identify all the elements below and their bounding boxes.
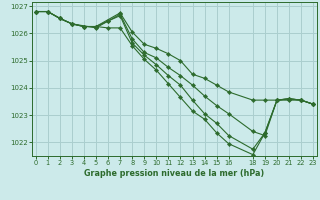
X-axis label: Graphe pression niveau de la mer (hPa): Graphe pression niveau de la mer (hPa) [84, 169, 265, 178]
